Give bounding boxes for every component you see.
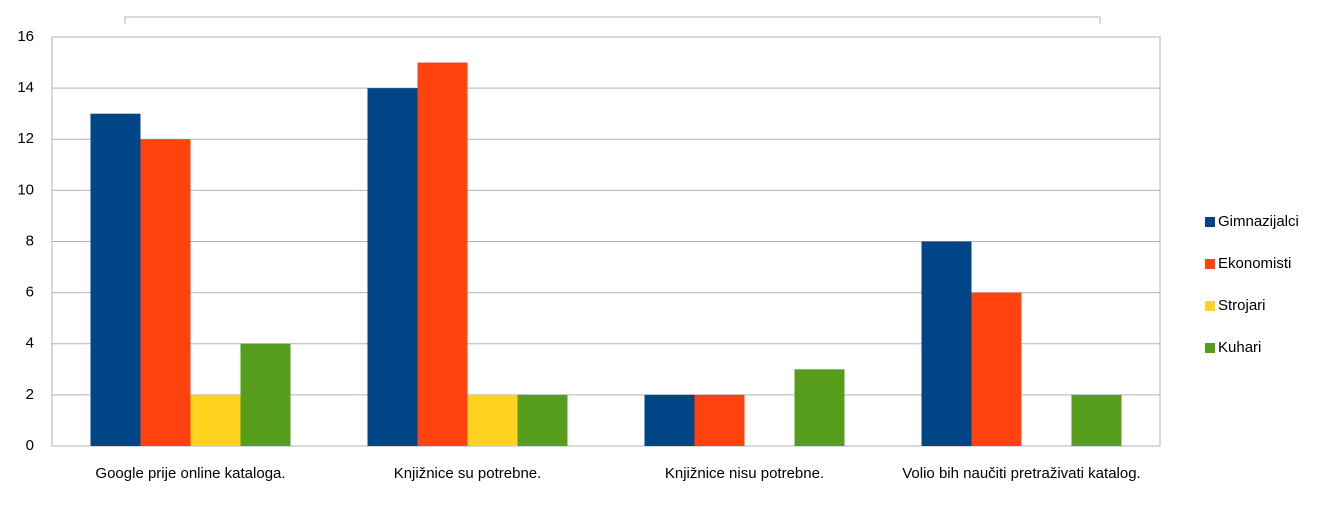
- y-tick-label: 0: [26, 437, 34, 454]
- legend-label: Strojari: [1218, 297, 1266, 314]
- bar: [1071, 394, 1122, 446]
- bar: [794, 369, 845, 446]
- y-tick-label: 2: [26, 386, 34, 403]
- y-tick-label: 8: [26, 232, 34, 249]
- legend-swatch: [1205, 259, 1215, 269]
- legend-label: Gimnazijalci: [1218, 213, 1299, 230]
- bar: [921, 241, 972, 446]
- y-tick-label: 14: [17, 79, 34, 96]
- y-tick-label: 16: [17, 28, 34, 45]
- bar: [140, 139, 191, 446]
- y-tick-label: 10: [17, 181, 34, 198]
- legend-swatch: [1205, 343, 1215, 353]
- y-tick-label: 6: [26, 284, 34, 301]
- bar: [367, 88, 418, 446]
- legend-swatch: [1205, 217, 1215, 227]
- bar: [240, 343, 291, 446]
- bar: [417, 62, 468, 446]
- plot-border: [51, 36, 1161, 447]
- x-tick-label: Knjižnice nisu potrebne.: [664, 465, 825, 482]
- artifact-frame: [124, 16, 1101, 24]
- bar: [644, 394, 695, 446]
- legend-label: Kuhari: [1218, 339, 1261, 356]
- legend-label: Ekonomisti: [1218, 255, 1291, 272]
- bar: [971, 292, 1022, 446]
- y-tick-label: 12: [17, 130, 34, 147]
- y-tick-label: 4: [26, 335, 34, 352]
- x-tick-label: Knjižnice su potrebne.: [393, 465, 542, 482]
- bar: [190, 394, 241, 446]
- bar: [90, 113, 141, 446]
- bar: [694, 394, 745, 446]
- bar: [467, 394, 518, 446]
- x-tick-label: Volio bih naučiti pretraživati katalog.: [902, 465, 1141, 482]
- x-tick-label: Google prije online kataloga.: [95, 465, 286, 482]
- legend-swatch: [1205, 301, 1215, 311]
- bar: [517, 394, 568, 446]
